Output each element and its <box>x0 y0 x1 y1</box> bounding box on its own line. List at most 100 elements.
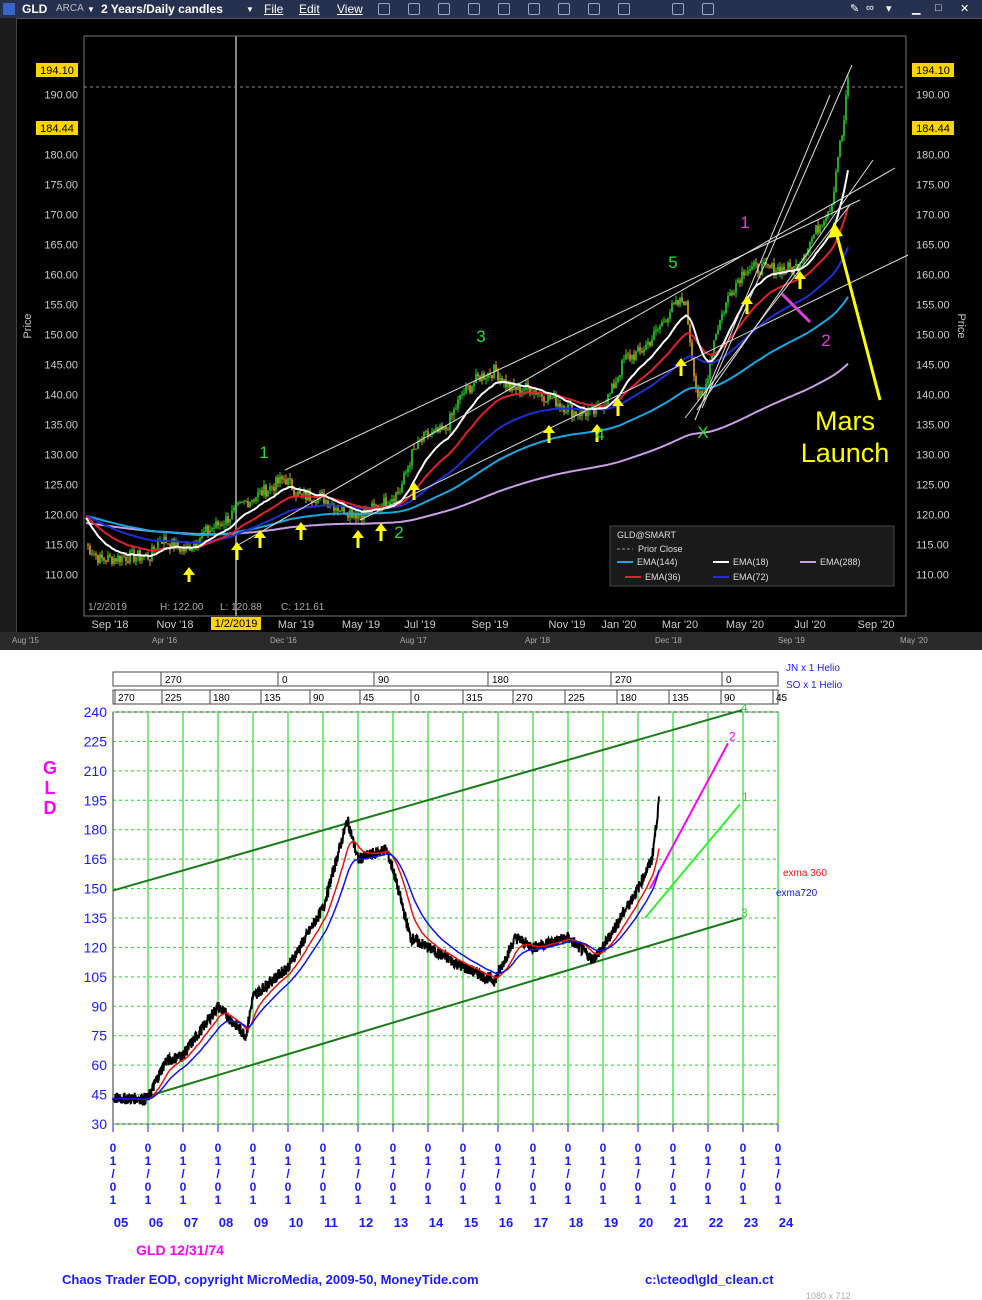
helio-row2-label: 90 <box>313 693 325 704</box>
menu-edit[interactable]: Edit <box>299 2 320 16</box>
timeline-label: Dec '16 <box>270 636 297 645</box>
y-tick-label-left: 120.00 <box>44 510 78 522</box>
tool-icon-2[interactable] <box>408 3 420 15</box>
candle-body <box>519 384 521 393</box>
tool-icon-3[interactable] <box>438 3 450 15</box>
candle-body <box>193 543 195 548</box>
candle-body <box>537 393 539 395</box>
timeline-navigator[interactable]: Aug '15 Apr '16 Dec '16 Aug '17 Apr '18 … <box>0 632 982 650</box>
candle-body <box>747 271 749 274</box>
x-date-char: 0 <box>320 1141 327 1155</box>
candle-body <box>619 374 621 378</box>
candle-body <box>335 508 337 511</box>
candle-body <box>367 507 369 513</box>
x-date-char: / <box>671 1167 675 1181</box>
x-date-char: 1 <box>635 1154 642 1168</box>
tool-icon-7[interactable] <box>558 3 570 15</box>
menu-view[interactable]: View <box>337 2 363 16</box>
readout-low: L: 120.88 <box>220 602 262 613</box>
helio-row2-label: 315 <box>466 693 483 704</box>
y-tick-label-right: 110.00 <box>916 570 949 582</box>
candle-body <box>197 544 199 547</box>
maximize-icon[interactable]: □ <box>935 2 942 14</box>
y-tick-label: 120 <box>84 939 108 955</box>
tool-icon-9[interactable] <box>618 3 630 15</box>
candle-body <box>119 555 121 563</box>
candle-body <box>131 550 133 552</box>
period-label[interactable]: 2 Years/Daily candles <box>101 2 223 16</box>
candle-body <box>327 500 329 508</box>
y-tick-label-left: 125.00 <box>44 480 78 492</box>
candle-body <box>281 476 283 480</box>
helio-row2-label: 225 <box>165 693 182 704</box>
candle-body <box>607 393 609 405</box>
tool-icon-1[interactable] <box>378 3 390 15</box>
ema18-line <box>85 170 849 558</box>
symbol-dropdown-icon[interactable]: ▼ <box>87 5 95 14</box>
period-dropdown-icon[interactable]: ▼ <box>246 5 254 14</box>
candle-body <box>341 505 343 512</box>
tool-icon-4[interactable] <box>468 3 480 15</box>
candle-body <box>179 547 181 552</box>
candle-body <box>785 270 787 272</box>
candle-body <box>293 490 295 496</box>
x-date-char: 0 <box>705 1180 712 1194</box>
close-icon[interactable]: ✕ <box>960 3 970 15</box>
tool-icon-11[interactable] <box>702 3 714 15</box>
x-date-char: 0 <box>390 1180 397 1194</box>
candle-body <box>845 95 847 121</box>
pink-arrow <box>780 292 812 324</box>
helio-row2-frame <box>112 689 779 705</box>
candle-body <box>241 501 243 503</box>
candle-body <box>657 329 659 331</box>
tool-icon-8[interactable] <box>588 3 600 15</box>
candle-body <box>669 312 671 319</box>
candle-body <box>825 217 827 222</box>
candle-body <box>575 411 577 416</box>
tool-icon-5[interactable] <box>498 3 510 15</box>
y-tick-label-left: 180.00 <box>44 150 78 162</box>
symbol-label[interactable]: GLD <box>22 2 48 16</box>
left-sidebar <box>0 18 17 640</box>
candle-body <box>659 326 661 330</box>
x-year-label: 20 <box>639 1215 653 1230</box>
candle-body <box>127 561 129 563</box>
x-date-char: 1 <box>355 1193 362 1207</box>
price-badge-2-right: 184.44 <box>916 123 950 135</box>
menu-file[interactable]: File <box>264 2 284 16</box>
candle-body <box>355 513 357 519</box>
candle-body <box>555 394 557 407</box>
candle-body <box>819 225 821 233</box>
line-label-3: 3 <box>741 906 748 920</box>
tool-icon-10[interactable] <box>672 3 684 15</box>
minimize-icon[interactable]: ▁ <box>912 3 921 15</box>
x-date-char: 0 <box>600 1141 607 1155</box>
candle-body <box>631 354 633 360</box>
y-tick-label-right: 120.00 <box>916 510 950 522</box>
wave-label-3: 3 <box>476 327 485 346</box>
price-badge-left-bg <box>36 63 78 77</box>
candle-body <box>731 292 733 295</box>
link-icon[interactable]: ∞ <box>866 2 874 14</box>
x-date-char: 0 <box>390 1141 397 1155</box>
settings-icon[interactable]: ✎ <box>850 3 860 15</box>
candle-body <box>507 382 509 388</box>
candle-body <box>811 238 813 243</box>
x-date-char: 1 <box>670 1154 677 1168</box>
candle-body <box>799 263 801 270</box>
x-date-char: 1 <box>635 1193 642 1207</box>
x-year-label: 06 <box>149 1215 163 1230</box>
price-chart[interactable]: 190.00190.00185.00185.00180.00180.00175.… <box>0 0 982 650</box>
tool-icon-6[interactable] <box>528 3 540 15</box>
candle-body <box>485 378 487 380</box>
candle-body <box>115 558 117 562</box>
candle-body <box>697 388 699 398</box>
candle-body <box>701 391 703 396</box>
candle-body <box>629 354 631 360</box>
x-date-char: 0 <box>460 1180 467 1194</box>
candle-body <box>783 266 785 271</box>
candle-body <box>265 485 267 497</box>
candle-body <box>675 300 677 304</box>
dropdown-icon[interactable]: ▾ <box>886 3 892 15</box>
candle-body <box>243 501 245 503</box>
